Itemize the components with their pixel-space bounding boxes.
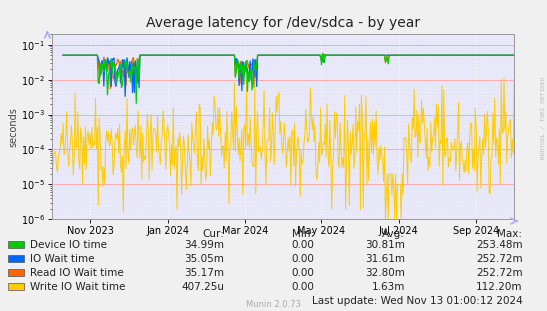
Text: Max:: Max: [497,229,522,239]
Text: Last update: Wed Nov 13 01:00:12 2024: Last update: Wed Nov 13 01:00:12 2024 [312,296,522,306]
Text: IO Wait time: IO Wait time [30,254,95,264]
Text: Avg:: Avg: [382,229,405,239]
Text: 253.48m: 253.48m [476,240,522,250]
Text: Write IO Wait time: Write IO Wait time [30,282,125,292]
Text: Device IO time: Device IO time [30,240,107,250]
Text: RRDTOOL / TOBI OETIKER: RRDTOOL / TOBI OETIKER [541,77,546,160]
Text: 407.25u: 407.25u [181,282,224,292]
Text: 0.00: 0.00 [292,282,315,292]
Text: 0.00: 0.00 [292,268,315,278]
Text: 32.80m: 32.80m [365,268,405,278]
Text: 252.72m: 252.72m [476,254,522,264]
Text: Read IO Wait time: Read IO Wait time [30,268,124,278]
Text: 112.20m: 112.20m [476,282,522,292]
Text: Munin 2.0.73: Munin 2.0.73 [246,300,301,309]
Text: 35.17m: 35.17m [184,268,224,278]
Y-axis label: seconds: seconds [8,107,18,147]
Text: 252.72m: 252.72m [476,268,522,278]
Text: 0.00: 0.00 [292,240,315,250]
Text: 35.05m: 35.05m [184,254,224,264]
Text: Min:: Min: [293,229,315,239]
Text: 31.61m: 31.61m [365,254,405,264]
Text: 1.63m: 1.63m [371,282,405,292]
Title: Average latency for /dev/sdca - by year: Average latency for /dev/sdca - by year [146,16,420,30]
Text: Cur:: Cur: [202,229,224,239]
Text: 30.81m: 30.81m [365,240,405,250]
Text: 0.00: 0.00 [292,254,315,264]
Text: 34.99m: 34.99m [184,240,224,250]
